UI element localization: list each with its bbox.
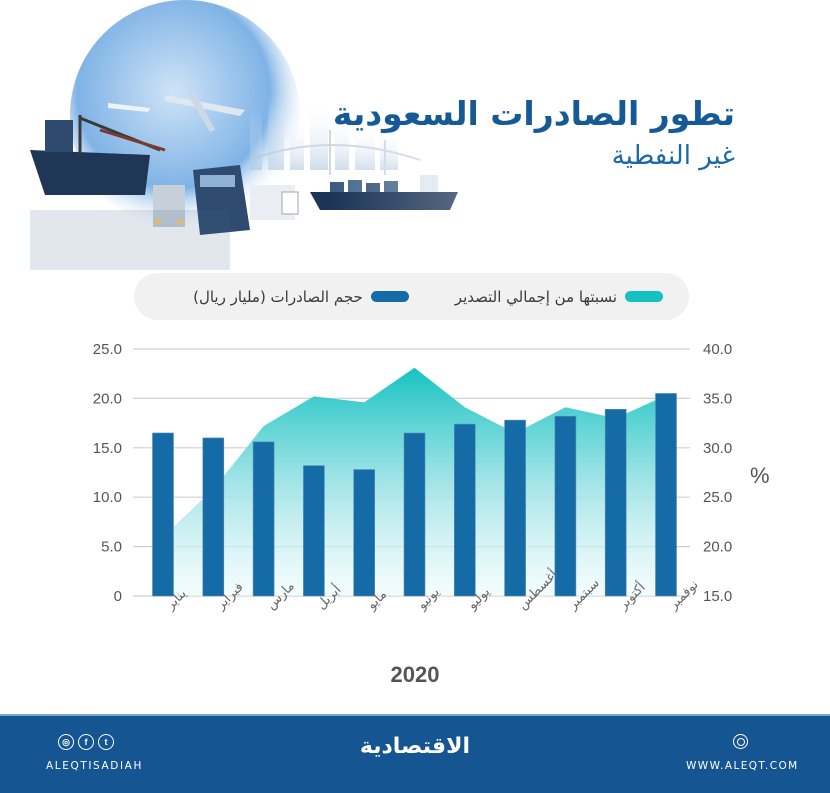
bar-8 xyxy=(504,419,526,597)
bar-10 xyxy=(604,408,627,597)
bar-9 xyxy=(554,415,577,597)
x-axis-year: 2020 xyxy=(391,662,440,687)
hero-banner: تطور الصادرات السعودية غير النفطية xyxy=(0,0,830,280)
left-axis-ticks: 0 5.0 10.0 15.0 20.0 25.0 xyxy=(93,341,122,605)
globe-icon xyxy=(733,734,748,749)
bar-5 xyxy=(353,469,376,597)
instagram-icon[interactable]: ◎ xyxy=(58,734,74,750)
blue-swatch-icon xyxy=(370,291,409,302)
title-block: تطور الصادرات السعودية غير النفطية xyxy=(333,92,735,174)
bar-6 xyxy=(403,432,426,597)
footer-bar: ◎ f t ALEQTISADIAH الاقتصادية WWW.ALEQT.… xyxy=(0,714,830,793)
right-tick-label: 40.0 xyxy=(703,341,732,358)
left-tick-label: 5.0 xyxy=(101,539,122,556)
logistics-illustration xyxy=(30,0,830,280)
bar-2 xyxy=(202,437,225,597)
left-tick-label: 10.0 xyxy=(93,489,122,506)
right-axis-unit: % xyxy=(750,463,770,488)
combo-chart: 0 5.0 10.0 15.0 20.0 25.0 15.0 20.0 25.0 30.0 35.… xyxy=(93,341,770,687)
page-title: تطور الصادرات السعودية xyxy=(332,94,735,133)
twitter-icon[interactable]: t xyxy=(98,734,114,750)
left-tick-label: 15.0 xyxy=(93,440,122,457)
bar-1 xyxy=(152,432,174,597)
right-tick-label: 25.0 xyxy=(703,489,732,506)
left-tick-label: 20.0 xyxy=(93,390,122,407)
bar-4 xyxy=(303,465,325,597)
right-tick-label: 15.0 xyxy=(703,588,732,605)
chart-legend: نسبتها من إجمالي التصدير حجم الصادرات (م… xyxy=(134,273,689,320)
legend-label-share: نسبتها من إجمالي التصدير xyxy=(454,287,617,306)
teal-swatch-icon xyxy=(625,291,663,302)
right-tick-label: 20.0 xyxy=(703,539,732,556)
brand-logo: الاقتصادية xyxy=(359,734,470,759)
right-axis-ticks: 15.0 20.0 25.0 30.0 35.0 40.0 xyxy=(703,341,732,605)
bar-11 xyxy=(655,393,677,597)
left-tick-label: 25.0 xyxy=(93,341,122,358)
bar-7 xyxy=(453,423,476,597)
train-icon xyxy=(193,165,250,235)
airplane-icon xyxy=(108,92,245,132)
social-links: ◎ f t xyxy=(58,734,114,750)
legend-label-volume: حجم الصادرات (مليار ريال) xyxy=(193,287,363,306)
bar-3 xyxy=(252,441,275,597)
facebook-icon[interactable]: f xyxy=(78,734,94,750)
page-subtitle: غير النفطية xyxy=(611,141,735,171)
right-tick-label: 35.0 xyxy=(703,390,732,407)
legend-item-volume: حجم الصادرات (مليار ريال) xyxy=(193,288,409,306)
social-handle: ALEQTISADIAH xyxy=(46,760,143,772)
truck-icon xyxy=(153,185,299,227)
website-link[interactable]: WWW.ALEQT.COM xyxy=(686,760,799,772)
volume-bar-series xyxy=(152,393,677,597)
cargo-ship-left xyxy=(30,115,166,195)
right-tick-label: 30.0 xyxy=(703,440,732,457)
left-tick-label: 0 xyxy=(114,588,122,605)
legend-item-share: نسبتها من إجمالي التصدير xyxy=(455,288,663,306)
